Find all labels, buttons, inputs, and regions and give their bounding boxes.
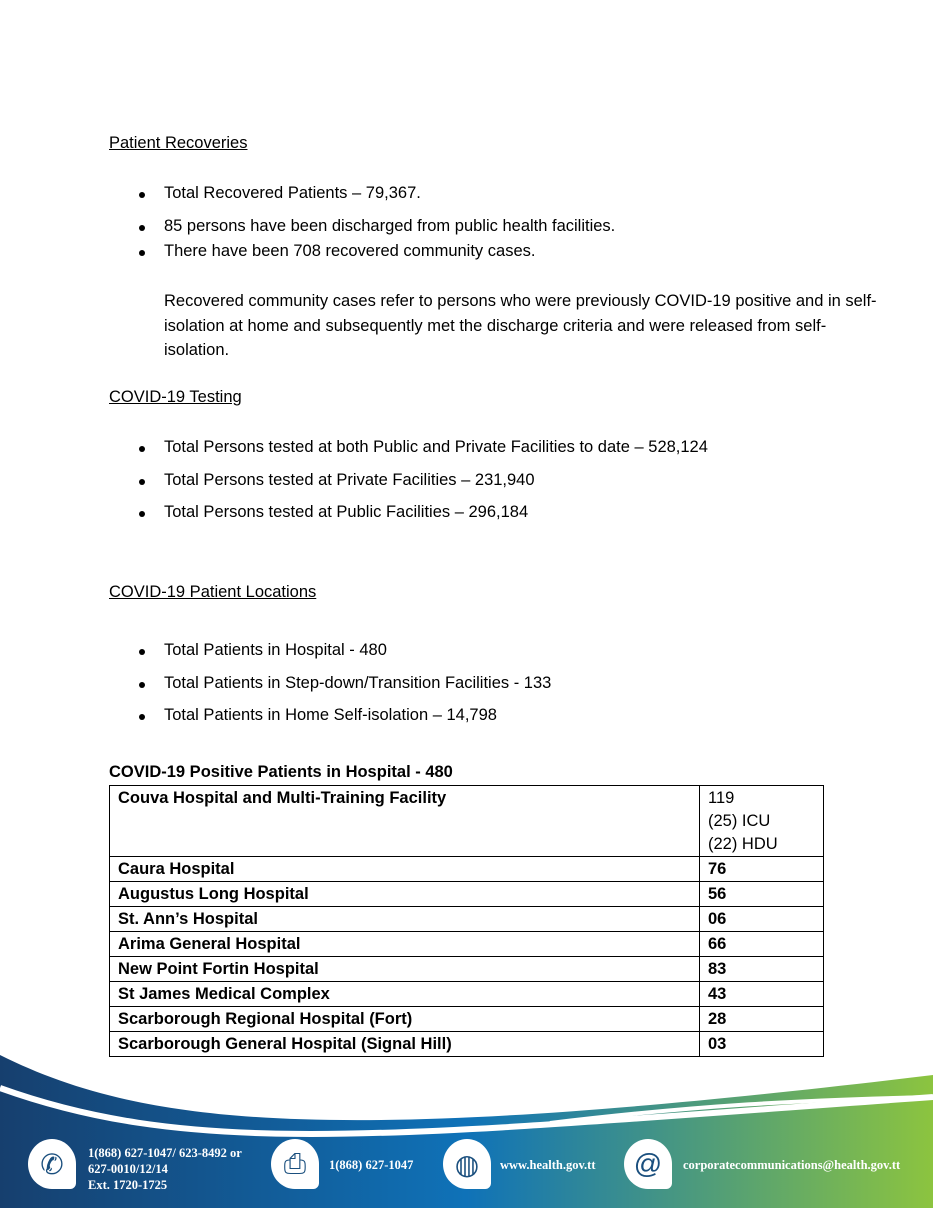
phone-icon: ✆ — [28, 1139, 76, 1189]
table-row: Arima General Hospital 66 — [109, 931, 824, 957]
count-hdu: (22) HDU — [708, 835, 778, 853]
table-row: New Point Fortin Hospital 83 — [109, 956, 824, 982]
table-row: St. Ann’s Hospital 06 — [109, 906, 824, 932]
footer-fax: 1(868) 627-1047 — [329, 1158, 414, 1172]
table-row: Scarborough Regional Hospital (Fort) 28 — [109, 1006, 824, 1032]
hospital-count: 03 — [699, 1031, 824, 1057]
table-row: Caura Hospital 76 — [109, 856, 824, 882]
hospital-count: 76 — [699, 856, 824, 882]
email-icon: @ — [624, 1139, 672, 1189]
recoveries-heading: Patient Recoveries — [109, 134, 248, 152]
table-row: Scarborough General Hospital (Signal Hil… — [109, 1031, 824, 1057]
hospital-name: New Point Fortin Hospital — [109, 956, 700, 982]
hospital-count: 28 — [699, 1006, 824, 1032]
hospital-count: 83 — [699, 956, 824, 982]
bullet: Total Patients in Hospital - 480 — [139, 641, 387, 659]
bullet: Total Patients in Home Self-isolation – … — [139, 706, 497, 724]
table-row: Couva Hospital and Multi-Training Facili… — [109, 785, 824, 857]
bullet: There have been 708 recovered community … — [138, 242, 536, 260]
hospital-name: St. Ann’s Hospital — [109, 906, 700, 932]
hospital-count: 119 (25) ICU (22) HDU — [699, 785, 824, 857]
footer-email[interactable]: corporatecommunications@health.gov.tt — [683, 1158, 901, 1172]
hospital-count: 06 — [699, 906, 824, 932]
count-total: 119 — [708, 789, 735, 807]
recoveries-note: Recovered community cases refer to perso… — [164, 292, 877, 359]
hospital-count: 56 — [699, 881, 824, 907]
table-row: St James Medical Complex 43 — [109, 981, 824, 1007]
globe-icon: ◍ — [443, 1139, 491, 1189]
hospital-name: Scarborough Regional Hospital (Fort) — [109, 1006, 700, 1032]
hospital-table: Couva Hospital and Multi-Training Facili… — [109, 785, 824, 1057]
bullet: Total Patients in Step-down/Transition F… — [138, 674, 552, 692]
hospital-count: 66 — [699, 931, 824, 957]
hospital-name: Couva Hospital and Multi-Training Facili… — [109, 785, 700, 857]
hospital-name: Caura Hospital — [109, 856, 700, 882]
hospital-count: 43 — [699, 981, 824, 1007]
footer-website[interactable]: www.health.gov.tt — [500, 1158, 596, 1172]
hospital-name: Scarborough General Hospital (Signal Hil… — [109, 1031, 700, 1057]
footer-banner — [0, 1055, 933, 1208]
testing-heading: COVID-19 Testing — [109, 388, 242, 406]
hospital-name: St James Medical Complex — [109, 981, 700, 1007]
bullet: Total Recovered Patients – 79,367. — [139, 184, 421, 202]
footer-phone: 1(868) 627-1047/ 623-8492 or 627-0010/12/… — [88, 1146, 242, 1192]
bullet: Total Persons tested at Private Faciliti… — [139, 471, 535, 489]
table-title: COVID-19 Positive Patients in Hospital -… — [109, 763, 453, 781]
count-icu: (25) ICU — [708, 812, 771, 830]
bullet: 85 persons have been discharged from pub… — [138, 217, 616, 235]
hospital-name: Augustus Long Hospital — [109, 881, 700, 907]
fax-icon: ⎙ — [271, 1139, 319, 1189]
table-row: Augustus Long Hospital 56 — [109, 881, 824, 907]
bullet: Total Persons tested at both Public and … — [139, 438, 708, 456]
hospital-name: Arima General Hospital — [109, 931, 700, 957]
bullet: Total Persons tested at Public Facilitie… — [138, 503, 529, 521]
locations-heading: COVID-19 Patient Locations — [109, 583, 317, 601]
